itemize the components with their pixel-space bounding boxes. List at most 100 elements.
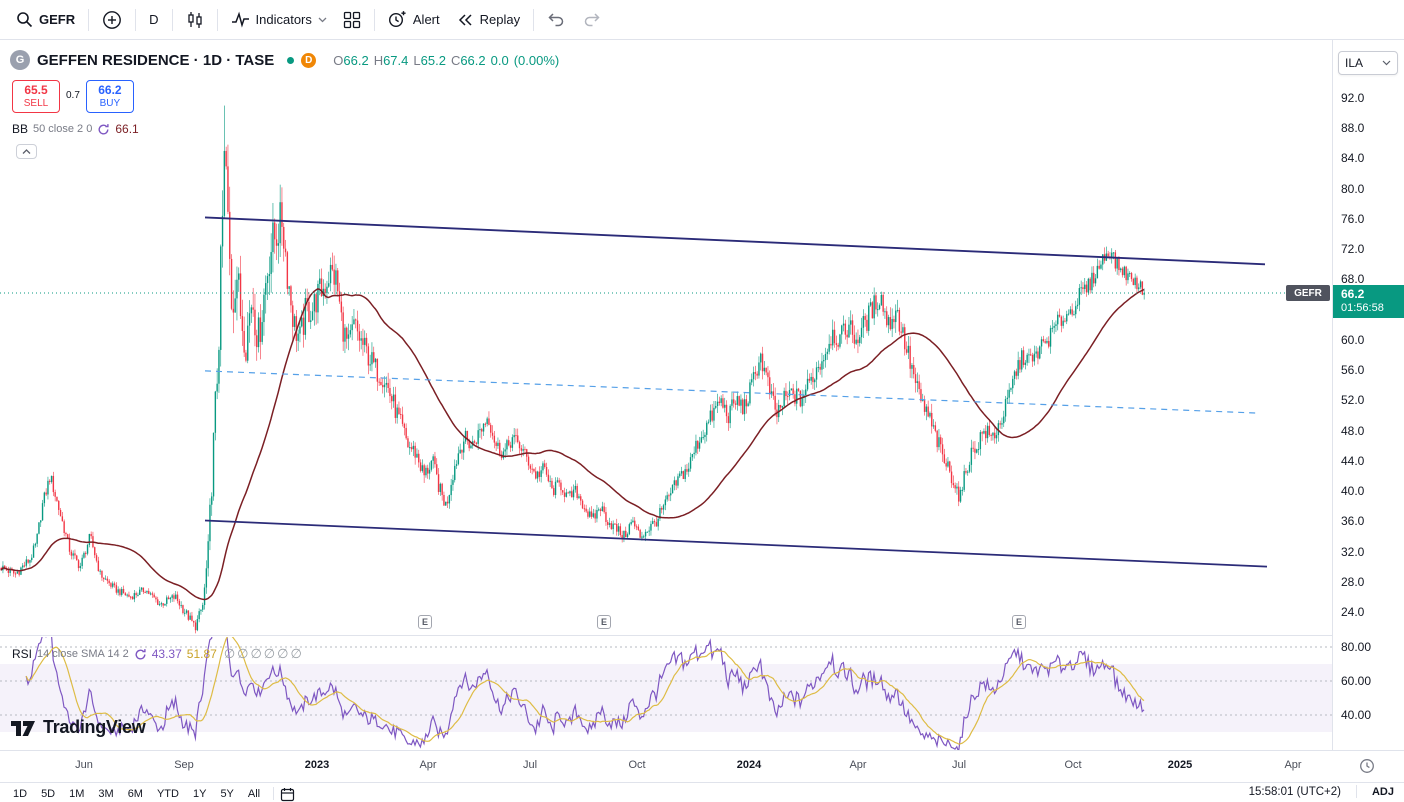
rsi-axis-label: 40.00: [1341, 708, 1372, 722]
range-button-1y[interactable]: 1Y: [192, 787, 207, 800]
indicators-label: Indicators: [255, 12, 312, 27]
search-icon: [16, 11, 33, 28]
candlestick-icon: [186, 11, 204, 29]
chart-title[interactable]: GEFFEN RESIDENCE · 1D · TASE: [37, 51, 275, 69]
price-axis-label: 68.0: [1341, 272, 1365, 287]
chart-legend-header: G GEFFEN RESIDENCE · 1D · TASE D O66.2 H…: [10, 50, 559, 70]
toolbar-separator: [533, 8, 535, 31]
spread-value: 0.7: [66, 90, 80, 101]
timezone-clock-icon[interactable]: [1359, 758, 1375, 774]
chevron-down-icon: [1382, 60, 1391, 66]
collapse-legend-button[interactable]: [16, 144, 37, 159]
time-axis-month-label: Jul: [951, 759, 967, 771]
indicators-icon: [231, 10, 250, 29]
time-axis-month-label: Apr: [419, 759, 437, 771]
toolbar-separator: [273, 787, 275, 800]
price-axis-label: 28.0: [1341, 574, 1365, 589]
layout-grid-button[interactable]: [335, 6, 369, 34]
rsi-empty-values: ∅ ∅ ∅ ∅ ∅ ∅: [222, 646, 302, 662]
symbol-search-button[interactable]: GEFR: [8, 6, 83, 33]
toolbar-separator: [88, 8, 90, 31]
earnings-marker[interactable]: E: [1012, 615, 1026, 629]
time-scale[interactable]: Jun Sep 2023 Apr Jul Oct 2024 Apr Jul Oct 2025 Apr: [0, 750, 1404, 782]
empty-value-glyph: ∅: [290, 646, 302, 661]
time-axis-month-label: Jul: [522, 759, 538, 771]
replay-label: Replay: [479, 12, 521, 27]
open-label: O: [333, 52, 344, 68]
interval-label: D: [149, 12, 159, 27]
currency-mode-select[interactable]: ILA: [1338, 51, 1398, 75]
chart-type-button[interactable]: [178, 6, 212, 34]
range-button-5y[interactable]: 5Y: [220, 787, 234, 800]
tradingview-logo-link[interactable]: TradingView: [10, 716, 146, 738]
instrument-avatar: G: [10, 50, 30, 70]
time-axis-month-label: Jun: [75, 759, 93, 771]
time-axis-month-label: Oct: [628, 759, 646, 771]
undo-icon: [547, 10, 566, 29]
range-buttons-list: 1D 5D 1M 3M 6M YTD 1Y 5Y All: [6, 786, 267, 802]
range-button-3m[interactable]: 3M: [98, 787, 114, 800]
price-axis-label: 56.0: [1341, 363, 1365, 378]
buy-button[interactable]: 66.2 BUY: [85, 80, 134, 114]
bb-indicator-legend[interactable]: BB 50 close 2 0 66.1: [12, 122, 139, 136]
top-toolbar: GEFR D Indicators Alert Replay: [0, 0, 1404, 40]
time-axis-year-label: 2025: [1167, 759, 1193, 771]
undo-button[interactable]: [539, 5, 574, 34]
empty-value-glyph: ∅: [223, 646, 236, 661]
chevron-down-icon: [318, 17, 327, 23]
price-axis-label: 72.0: [1341, 242, 1365, 257]
replay-button[interactable]: Replay: [448, 6, 528, 34]
price-axis-label: 80.0: [1341, 181, 1365, 196]
price-chart-canvas[interactable]: [0, 40, 1332, 750]
compare-add-button[interactable]: [94, 5, 130, 35]
price-axis-label: 40.0: [1341, 484, 1365, 499]
go-to-date-button[interactable]: [280, 785, 295, 802]
indicators-button[interactable]: Indicators: [223, 5, 335, 34]
price-axis-label: 88.0: [1341, 121, 1365, 136]
rsi-name: RSI: [12, 647, 33, 661]
price-axis-label: 24.0: [1341, 604, 1365, 619]
alert-button[interactable]: Alert: [380, 5, 448, 34]
earnings-marker[interactable]: E: [597, 615, 611, 629]
bb-name: BB: [12, 122, 29, 136]
time-axis-month-label: Oct: [1064, 759, 1082, 771]
rsi-indicator-legend[interactable]: RSI 14 close SMA 14 2 43.37 51.87 ∅ ∅ ∅ ∅ ∅ ∅: [12, 646, 302, 662]
rsi-axis-label: 80.00: [1341, 640, 1372, 654]
empty-value-glyph: ∅: [237, 646, 249, 661]
time-axis-year-label: 2023: [304, 759, 330, 771]
time-axis-year-label: 2024: [736, 759, 762, 771]
low-value: 65.2: [420, 52, 446, 68]
price-axis-label: 32.0: [1341, 544, 1365, 559]
range-button-ytd[interactable]: YTD: [156, 787, 179, 800]
interval-button[interactable]: D: [141, 7, 166, 32]
market-status-dot: [287, 56, 295, 64]
rsi-sma-value: 51.87: [186, 647, 217, 661]
time-axis-month-label: Apr: [1284, 759, 1302, 771]
rsi-value: 43.37: [151, 647, 182, 661]
chevron-up-icon: [22, 148, 31, 155]
range-button-1m[interactable]: 1M: [69, 787, 85, 800]
high-value: 67.4: [383, 52, 409, 68]
range-button-1d[interactable]: 1D: [13, 787, 28, 800]
bar-countdown: 01:56:58: [1341, 302, 1384, 315]
alert-label: Alert: [412, 12, 440, 27]
plus-circle-icon: [102, 10, 122, 30]
open-value: 66.2: [343, 52, 369, 68]
redo-button[interactable]: [574, 5, 609, 34]
sell-button[interactable]: 65.5 SELL: [12, 80, 60, 114]
earnings-marker[interactable]: E: [418, 615, 432, 629]
range-button-6m[interactable]: 6M: [127, 787, 143, 800]
price-scale[interactable]: ILA 92.0 88.0 84.0 80.0 76.0 72.0 68.0 60.0 56.0…: [1332, 40, 1404, 750]
loop-icon: [134, 648, 147, 661]
sell-price: 65.5: [24, 83, 48, 97]
tradingview-logo-text: TradingView: [43, 716, 146, 737]
price-axis-label: 48.0: [1341, 423, 1365, 438]
toolbar-separator: [171, 8, 173, 31]
range-button-5d[interactable]: 5D: [41, 787, 56, 800]
session-clock[interactable]: 15:58:01 (UTC+2): [1248, 785, 1341, 798]
adj-toggle[interactable]: ADJ: [1371, 785, 1394, 798]
range-button-all[interactable]: All: [247, 787, 261, 800]
loop-icon: [97, 123, 110, 136]
date-range-buttons: 1D 5D 1M 3M 6M YTD 1Y 5Y All: [6, 785, 295, 802]
time-axis-month-label: Apr: [849, 759, 867, 771]
